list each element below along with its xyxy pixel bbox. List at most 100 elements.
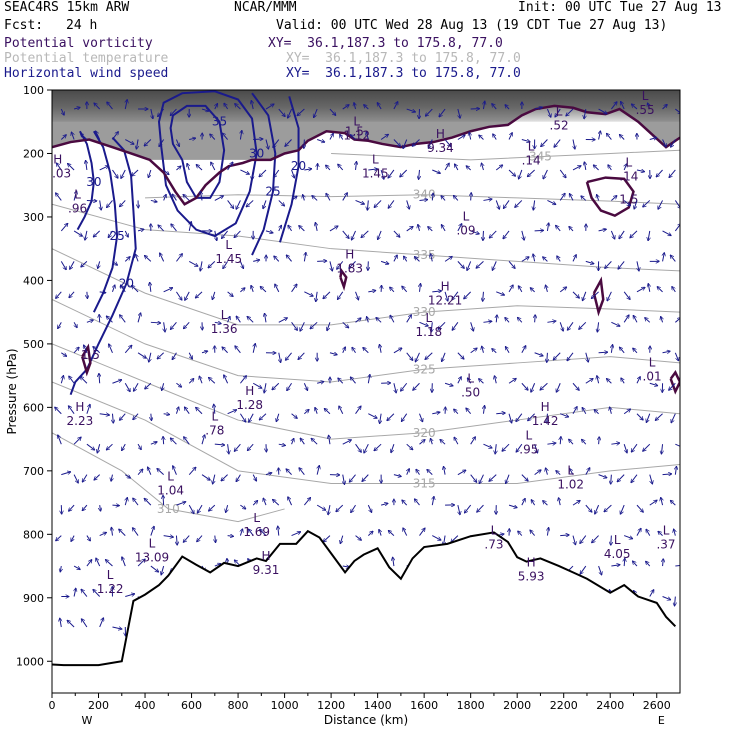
wind-vector bbox=[430, 438, 432, 445]
wind-vector bbox=[518, 286, 523, 293]
wind-vector bbox=[489, 474, 497, 482]
wind-vector bbox=[125, 139, 134, 145]
wind-speed-contour bbox=[69, 136, 137, 396]
wind-vector bbox=[572, 382, 579, 390]
wind-vector bbox=[93, 589, 101, 597]
wind-vector bbox=[597, 376, 599, 384]
wind-speed-contour-label: 30 bbox=[249, 146, 264, 160]
wind-vector bbox=[121, 169, 126, 178]
x-tick-label: 800 bbox=[228, 699, 249, 712]
wind-vector bbox=[73, 437, 81, 445]
wind-vector bbox=[611, 321, 620, 326]
wind-vector bbox=[517, 317, 523, 323]
wind-vector bbox=[111, 527, 112, 536]
wind-vector bbox=[125, 100, 127, 110]
wind-vector bbox=[99, 532, 107, 537]
wind-vector bbox=[184, 437, 190, 445]
wind-vector bbox=[222, 230, 228, 239]
wind-vector bbox=[419, 169, 420, 179]
wind-vector bbox=[403, 528, 408, 536]
wind-vector bbox=[342, 193, 348, 201]
theta-contour bbox=[52, 381, 680, 485]
wind-vector bbox=[393, 102, 398, 110]
wind-vector bbox=[288, 225, 292, 232]
wind-vector bbox=[580, 565, 587, 574]
wind-vector bbox=[457, 470, 466, 476]
extremum-value: 9.34 bbox=[427, 141, 454, 155]
wind-vector bbox=[611, 196, 617, 201]
wind-vector bbox=[611, 345, 612, 353]
wind-vector bbox=[458, 108, 460, 118]
wind-vector bbox=[300, 438, 305, 445]
extremum-kind: L bbox=[149, 536, 156, 550]
wind-vector bbox=[540, 382, 548, 390]
wind-vector bbox=[214, 404, 215, 414]
wind-vector bbox=[452, 291, 459, 300]
wind-vector bbox=[137, 313, 141, 323]
wind-vector bbox=[530, 530, 536, 536]
wind-vector bbox=[150, 200, 157, 201]
wind-vector bbox=[675, 466, 676, 475]
wind-vector bbox=[624, 558, 625, 567]
wind-vector bbox=[671, 413, 676, 423]
wind-vector bbox=[163, 536, 174, 538]
wind-vector bbox=[458, 505, 460, 515]
wind-vector bbox=[519, 169, 523, 179]
wind-vector bbox=[273, 139, 280, 148]
wind-vector bbox=[68, 164, 75, 171]
wind-vector bbox=[144, 255, 152, 262]
wind-vector bbox=[483, 199, 492, 200]
wind-vector bbox=[298, 352, 305, 360]
wind-vector bbox=[483, 405, 484, 414]
wind-vector bbox=[196, 164, 203, 171]
theta-contour bbox=[52, 248, 680, 326]
wind-vector bbox=[464, 291, 472, 299]
wind-vector bbox=[201, 351, 208, 353]
wind-vector bbox=[227, 536, 234, 537]
wind-vector bbox=[99, 166, 109, 171]
theta-contour-label: 310 bbox=[157, 502, 180, 516]
wind-vector bbox=[355, 199, 365, 204]
wind-vector bbox=[312, 196, 318, 201]
wind-vector bbox=[610, 407, 612, 414]
wind-vector bbox=[279, 352, 281, 363]
y-tick-label: 700 bbox=[23, 465, 44, 478]
wind-vector bbox=[337, 291, 344, 300]
wind-vector bbox=[611, 474, 612, 485]
wind-speed-contour-label: 25 bbox=[109, 229, 124, 243]
wind-vector bbox=[432, 291, 441, 292]
wind-vector bbox=[559, 287, 566, 293]
x-tick-label: 1200 bbox=[317, 699, 345, 712]
wind-vector bbox=[259, 169, 267, 177]
wind-vector bbox=[239, 261, 243, 268]
extremum-label: H4.03 bbox=[52, 152, 71, 180]
wind-vector bbox=[582, 439, 587, 445]
wind-vector bbox=[228, 444, 229, 454]
wind-vector bbox=[675, 108, 680, 114]
legend-pv-name: Potential vorticity bbox=[4, 36, 153, 51]
wind-vector bbox=[291, 322, 298, 330]
wind-vector bbox=[366, 132, 368, 140]
wind-vector bbox=[148, 169, 151, 178]
wind-vector bbox=[228, 316, 230, 323]
wind-vector bbox=[454, 409, 459, 415]
extremum-kind: L bbox=[253, 511, 260, 525]
wind-vector bbox=[553, 352, 561, 360]
legend-wind-xy: XY= 36.1,187.3 to 175.8, 77.0 bbox=[286, 66, 521, 81]
extremum-kind: H bbox=[345, 248, 354, 262]
wind-vector bbox=[464, 504, 472, 513]
wind-vector bbox=[518, 531, 523, 536]
wind-vector bbox=[598, 229, 607, 231]
wind-vector bbox=[188, 352, 192, 359]
wind-vector bbox=[633, 315, 638, 323]
wind-vector bbox=[84, 345, 88, 353]
wind-vector bbox=[274, 256, 280, 262]
theta-contour-label: 320 bbox=[413, 426, 436, 440]
wind-vector bbox=[73, 565, 80, 569]
y-tick-label: 300 bbox=[23, 211, 44, 224]
extremum-value: .96 bbox=[68, 201, 87, 215]
extremum-label: H9.34 bbox=[427, 127, 454, 155]
wind-vector bbox=[112, 380, 121, 384]
wind-vector bbox=[569, 439, 574, 445]
wind-vector bbox=[508, 378, 516, 384]
